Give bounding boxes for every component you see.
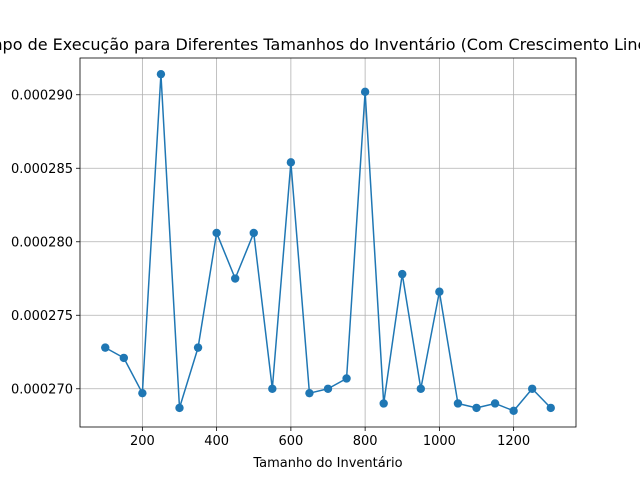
y-tick-label: 0.000280 — [11, 235, 73, 250]
x-axis-ticks: 200 400 600 800 1000 1200 — [130, 427, 530, 449]
x-tick-label: 400 — [204, 434, 229, 449]
data-point — [342, 374, 351, 383]
data-point — [138, 388, 147, 398]
y-tick-label: 0.000270 — [11, 382, 73, 397]
y-tick-label: 0.000285 — [11, 162, 73, 177]
x-tick-label: 1000 — [423, 434, 456, 449]
data-point — [398, 269, 407, 279]
data-point — [249, 228, 258, 238]
y-tick-label: 0.000290 — [11, 88, 73, 103]
data-point — [101, 343, 110, 352]
data-point — [286, 158, 296, 167]
data-point — [509, 406, 518, 416]
data-point — [305, 388, 314, 398]
data-point — [156, 69, 166, 79]
data-point — [268, 384, 277, 393]
x-tick-label: 600 — [278, 434, 303, 449]
plot-area — [80, 58, 576, 427]
data-point — [416, 384, 426, 393]
x-axis-label: Tamanho do Inventário — [252, 456, 402, 471]
x-tick-label: 200 — [130, 434, 155, 449]
data-point — [323, 384, 333, 393]
data-point — [230, 274, 240, 283]
x-tick-label: 1200 — [497, 434, 530, 449]
data-point — [490, 399, 500, 408]
data-point — [546, 403, 555, 413]
data-point — [379, 399, 388, 408]
data-point — [453, 399, 463, 408]
axes-frame — [79, 57, 577, 428]
data-series — [101, 69, 555, 416]
gridlines — [80, 58, 576, 427]
data-point — [193, 343, 203, 352]
axes-spines — [79, 57, 577, 428]
data-point — [212, 228, 221, 238]
chart-title: Tempo de Execução para Diferentes Tamanh… — [0, 35, 640, 54]
data-point — [175, 403, 184, 413]
data-point — [435, 287, 444, 296]
y-axis-ticks: 0.000270 0.000275 0.000280 0.000285 0.000290 — [11, 88, 80, 397]
data-point — [527, 384, 537, 393]
data-point — [119, 353, 129, 363]
data-point — [472, 403, 481, 413]
data-point — [360, 87, 370, 97]
x-tick-label: 800 — [353, 434, 378, 449]
y-tick-label: 0.000275 — [11, 309, 73, 324]
